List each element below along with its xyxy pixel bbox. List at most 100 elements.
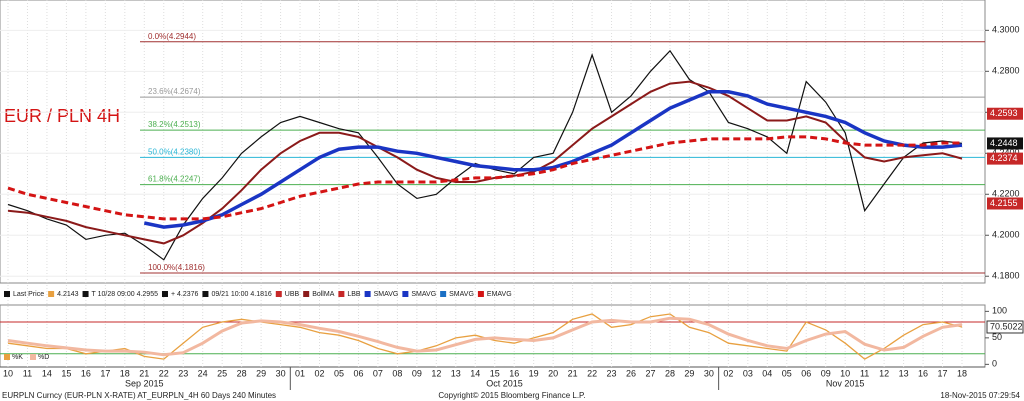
x-tick-label: 05 [334,368,344,378]
x-tick-label: 03 [743,368,753,378]
x-tick-label: 30 [276,368,286,378]
x-tick-label: 11 [860,368,869,378]
y-tick-label: 4.1800 [992,271,1020,281]
main-frame [0,0,986,284]
month-label: Nov 2015 [826,378,865,388]
x-tick-label: 23 [178,368,188,378]
y-tick-label: 4.2000 [992,230,1020,240]
legend-swatch [303,291,310,297]
x-tick-label: 13 [451,368,461,378]
price-tag-label: 4.2448 [990,138,1018,148]
legend-swatch [275,291,282,297]
footer-right: 18-Nov-2015 07:29:54 [940,391,1020,400]
price-tag-label: 4.2374 [990,153,1018,163]
x-tick-label: 25 [217,368,227,378]
footer-left: EURPLN Curncy (EUR-PLN X-RATE) AT_EURPLN… [2,391,276,400]
x-tick-label: 15 [490,368,500,378]
x-tick-label: 15 [61,368,71,378]
legend-swatch [338,291,345,297]
fib-label: 23.6%(4.2674) [148,87,201,96]
x-tick-label: 28 [665,368,675,378]
legend-label: LBB [347,291,361,298]
x-tick-label: 28 [237,368,247,378]
y-tick-label: 4.2800 [992,66,1020,76]
price-tag [987,152,1023,165]
x-tick-label: 10 [840,368,850,378]
y-tick-label: 4.3000 [992,25,1020,35]
legend-swatch [440,291,447,297]
x-tick-label: 17 [100,368,110,378]
price-tag-label: 4.2593 [990,108,1018,118]
x-tick-label: 12 [431,368,441,378]
x-tick-label: 09 [412,368,422,378]
legend-swatch [48,291,55,297]
footer-center: Copyright© 2015 Bloomberg Finance L.P. [438,391,585,400]
legend-label: BollMA [312,291,335,298]
legend-label: %D [38,354,49,361]
legend-swatch [30,354,36,360]
x-tick-label: 27 [645,368,655,378]
x-tick-label: 04 [762,368,772,378]
legend-label: SMAVG [411,291,436,298]
x-tick-label: 21 [568,368,578,378]
x-tick-label: 24 [198,368,208,378]
fib-label: 0.0%(4.2944) [148,32,196,41]
x-tick-label: 02 [315,368,325,378]
series-line [7,80,963,245]
x-tick-label: 30 [704,368,714,378]
x-tick-label: 05 [782,368,792,378]
y-tick-label: 50 [992,332,1002,342]
x-tick-label: 16 [81,368,91,378]
fib-label: 50.0%(4.2380) [148,147,201,156]
legend-label: Last Price [13,291,44,298]
legend-label: SMAVG [374,291,399,298]
x-tick-label: 19 [529,368,539,378]
x-tick-label: 09 [821,368,831,378]
x-tick-label: 12 [879,368,889,378]
price-tag [987,197,1023,210]
chart-title: EUR / PLN 4H [4,106,120,126]
x-tick-label: 06 [801,368,811,378]
x-tick-label: 26 [626,368,636,378]
x-tick-label: 11 [23,368,32,378]
legend-swatch [202,291,209,297]
legend-label: UBB [285,291,300,298]
price-tag [987,137,1023,150]
legend-label: 4.2143 [57,291,79,298]
x-tick-label: 02 [723,368,733,378]
legend-label: SMAVG [449,291,474,298]
month-label: Oct 2015 [486,378,523,388]
x-tick-label: 21 [139,368,149,378]
legend-swatch [4,291,10,297]
x-tick-label: 16 [918,368,928,378]
x-tick-label: 18 [957,368,967,378]
legend-swatch [161,291,168,297]
series-line [143,90,963,229]
x-tick-label: 14 [42,368,52,378]
price-tag [987,107,1023,120]
legend-label: EMAVG [487,291,512,298]
x-tick-label: 22 [159,368,169,378]
series-line [7,316,963,357]
legend-label: %K [12,354,23,361]
legend-label: + 4.2376 [171,291,199,298]
x-tick-label: 29 [684,368,694,378]
value-tag-label: 70.5022 [990,321,1023,331]
x-tick-label: 14 [470,368,480,378]
x-tick-label: 16 [509,368,519,378]
y-tick-label: 100 [992,306,1007,316]
x-tick-label: 07 [373,368,383,378]
legend-swatch [82,291,89,297]
series-line [7,135,962,221]
x-tick-label: 22 [587,368,597,378]
legend-swatch [4,354,10,360]
x-tick-label: 18 [120,368,130,378]
y-tick-label: 0 [992,359,997,369]
x-tick-label: 17 [938,368,948,378]
x-tick-label: 23 [607,368,617,378]
x-tick-label: 20 [548,368,558,378]
legend-label: 09/21 10:00 4.1816 [211,291,271,298]
x-tick-label: 13 [899,368,909,378]
